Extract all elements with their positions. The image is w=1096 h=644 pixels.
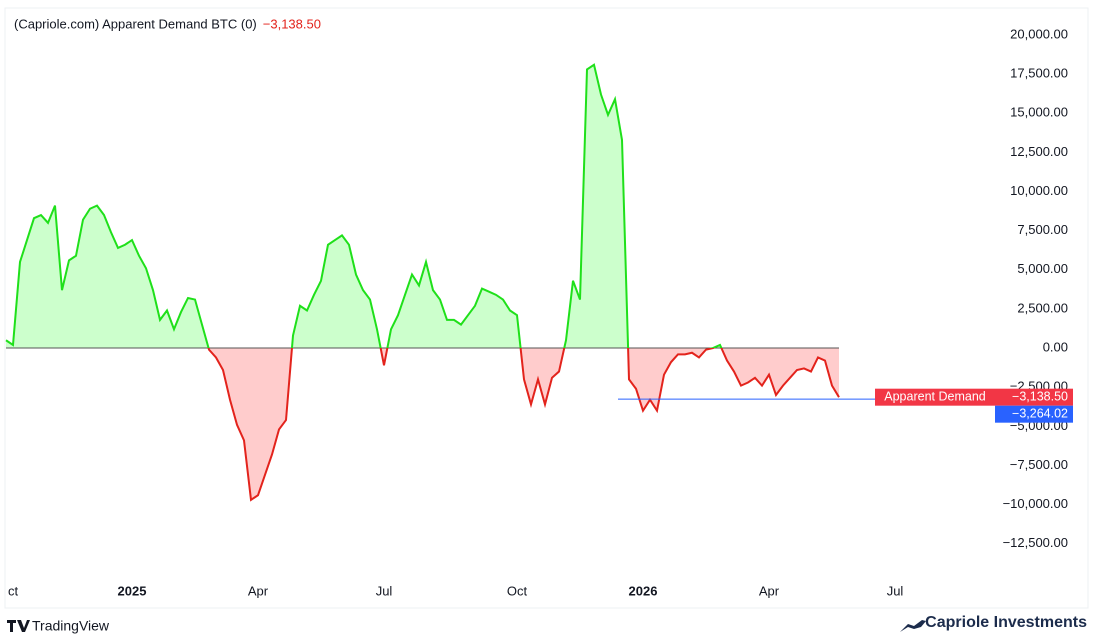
- y-tick-label: −10,000.00: [1003, 496, 1068, 511]
- y-tick-label: 2,500.00: [1017, 300, 1068, 315]
- x-tick-label: Oct: [507, 583, 528, 598]
- x-tick-label: Apr: [759, 583, 780, 598]
- tradingview-brand: TradingView: [32, 618, 110, 634]
- y-tick-label: −7,500.00: [1010, 457, 1068, 472]
- reference-value-label: −3,264.02: [1012, 406, 1068, 420]
- y-tick-label: 7,500.00: [1017, 222, 1068, 237]
- capriole-logo: [900, 620, 926, 632]
- x-tick-label: Apr: [248, 583, 269, 598]
- capriole-brand: Capriole Investments: [925, 614, 1087, 631]
- plot-area: [5, 63, 840, 502]
- x-tick-label: Jul: [887, 583, 904, 598]
- y-tick-label: 0.00: [1043, 339, 1068, 354]
- x-tick-label: 2026: [629, 583, 658, 598]
- y-tick-label: 5,000.00: [1017, 261, 1068, 276]
- frame: [4, 7, 1089, 609]
- area-negative: [6, 348, 839, 500]
- reference-value-box: [995, 405, 1073, 423]
- x-tick-label: Jul: [376, 583, 393, 598]
- line-negative: [207, 348, 840, 502]
- series-name-box: [875, 388, 995, 406]
- last-value-label: −3,138.50: [1012, 389, 1068, 403]
- series-name-label: Apparent Demand: [884, 389, 986, 403]
- title-value: −3,138.50: [263, 16, 321, 31]
- tradingview-logo: [7, 620, 30, 632]
- y-tick-label: −12,500.00: [1003, 535, 1068, 550]
- chart-title: (Capriole.com) Apparent Demand BTC (0): [14, 16, 257, 31]
- line-positive: [5, 63, 723, 349]
- x-tick-label: 2025: [118, 583, 147, 598]
- y-tick-label: 10,000.00: [1010, 183, 1068, 198]
- y-tick-label: 15,000.00: [1010, 105, 1068, 120]
- last-value-box: [995, 388, 1073, 406]
- y-tick-label: 12,500.00: [1010, 144, 1068, 159]
- y-tick-label: 17,500.00: [1010, 66, 1068, 81]
- y-tick-label: 20,000.00: [1010, 26, 1068, 41]
- x-tick-label: ct: [8, 583, 19, 598]
